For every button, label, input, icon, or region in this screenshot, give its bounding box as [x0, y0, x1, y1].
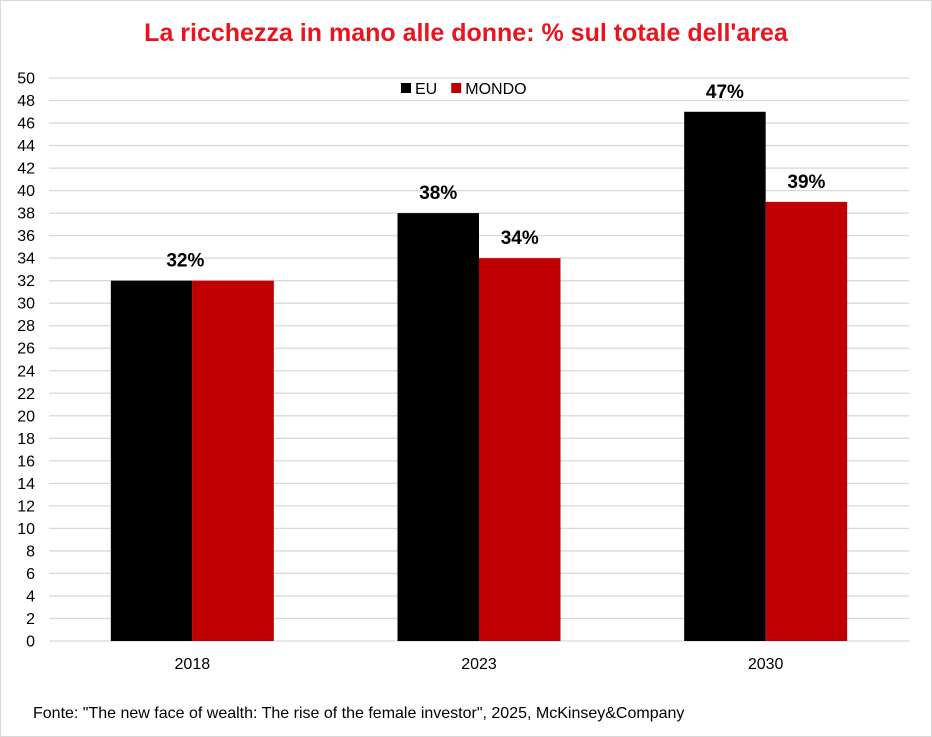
bar-eu-2023 — [397, 213, 479, 641]
y-tick-label: 38 — [17, 206, 35, 223]
bar-mondo-2018 — [192, 280, 274, 641]
y-tick-label: 40 — [17, 183, 35, 200]
data-label: 34% — [501, 228, 539, 249]
x-tick-label: 2018 — [175, 656, 211, 673]
y-tick-label: 28 — [17, 318, 35, 335]
legend-label-eu: EU — [415, 81, 437, 98]
y-tick-label: 18 — [17, 431, 35, 448]
y-tick-label: 8 — [26, 543, 35, 560]
y-tick-label: 30 — [17, 296, 35, 313]
y-tick-label: 24 — [17, 363, 35, 380]
y-tick-label: 48 — [17, 93, 35, 110]
y-tick-label: 4 — [26, 588, 35, 605]
y-tick-label: 0 — [26, 634, 35, 651]
chart-title: La ricchezza in mano alle donne: % sul t… — [144, 19, 788, 47]
y-tick-label: 12 — [17, 498, 35, 515]
x-tick-label: 2030 — [748, 656, 784, 673]
bar-mondo-2030 — [765, 201, 848, 642]
data-label: 32% — [166, 251, 204, 272]
y-tick-label: 26 — [17, 341, 35, 358]
bar-eu-2018 — [110, 280, 193, 641]
legend-label-mondo: MONDO — [465, 81, 526, 98]
x-tick-label: 2023 — [461, 656, 497, 673]
bar-eu-2030 — [684, 111, 766, 641]
y-tick-label: 14 — [17, 476, 35, 493]
data-label: 38% — [419, 183, 457, 204]
y-tick-label: 2 — [26, 611, 35, 628]
y-tick-label: 42 — [17, 161, 35, 178]
y-tick-label: 34 — [17, 251, 35, 268]
y-tick-label: 10 — [17, 521, 35, 538]
y-tick-label: 44 — [17, 138, 35, 155]
y-tick-label: 6 — [26, 566, 35, 583]
y-tick-label: 16 — [17, 453, 35, 470]
y-tick-label: 46 — [17, 116, 35, 133]
y-tick-label: 50 — [17, 71, 35, 88]
bar-mondo-2023 — [479, 258, 561, 641]
y-tick-label: 22 — [17, 386, 35, 403]
y-tick-label: 36 — [17, 228, 35, 245]
data-label: 47% — [706, 82, 744, 103]
legend-swatch-eu — [401, 83, 411, 93]
legend-swatch-mondo — [451, 83, 462, 93]
y-tick-label: 20 — [17, 408, 35, 425]
source-note: Fonte: "The new face of wealth: The rise… — [33, 705, 685, 722]
y-tick-label: 32 — [17, 273, 35, 290]
data-label: 39% — [787, 172, 825, 193]
